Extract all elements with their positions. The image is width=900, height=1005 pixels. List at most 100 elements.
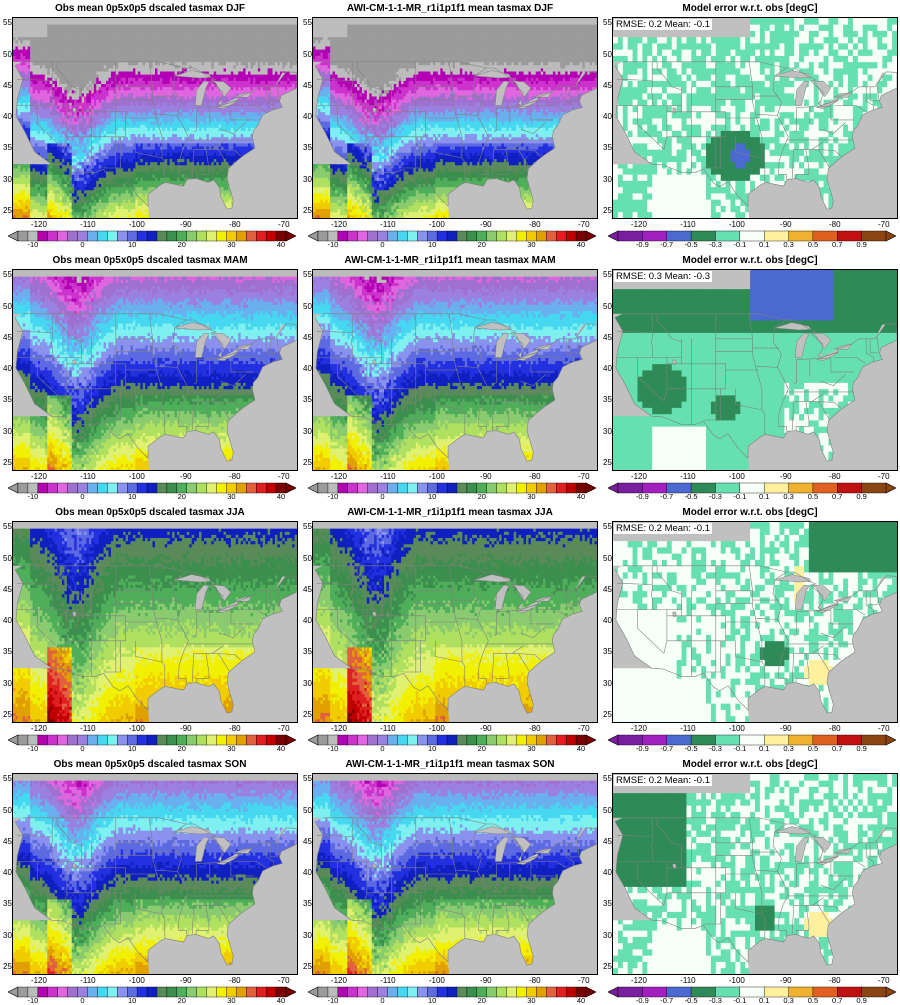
lat-tick-label: 35 bbox=[603, 899, 612, 908]
colorbar bbox=[8, 986, 296, 998]
colorbar-segment bbox=[187, 231, 197, 241]
lat-tick-label: 55 bbox=[3, 270, 12, 279]
colorbar-segment bbox=[566, 735, 576, 745]
colorbar-segment bbox=[58, 231, 68, 241]
lon-tick-label: -90 bbox=[180, 220, 192, 229]
lat-tick-label: 25 bbox=[3, 962, 12, 971]
colorbar-segment bbox=[117, 987, 127, 997]
lat-tick-label: 25 bbox=[303, 710, 312, 719]
colorbar-segment bbox=[338, 735, 348, 745]
colorbar-segment bbox=[397, 483, 407, 493]
colorbar-segment bbox=[217, 231, 227, 241]
colorbar-segment bbox=[358, 735, 368, 745]
lon-tick-label: -90 bbox=[180, 724, 192, 733]
colorbar-segment bbox=[566, 231, 576, 241]
lon-tick-label: -70 bbox=[578, 472, 590, 481]
colorbar-segment bbox=[447, 483, 457, 493]
lon-tick-label: -120 bbox=[31, 472, 47, 481]
colorbar-label: 30 bbox=[227, 996, 235, 1005]
colorbar-segment bbox=[407, 735, 417, 745]
colorbar-segment bbox=[97, 483, 107, 493]
lon-tick-label: -70 bbox=[878, 472, 890, 481]
colorbar-label: 30 bbox=[527, 492, 535, 501]
colorbar-segment bbox=[556, 483, 566, 493]
panel-title: AWI-CM-1-1-MR_r1i1p1f1 mean tasmax MAM bbox=[302, 255, 598, 266]
lon-tick-label: -70 bbox=[578, 220, 590, 229]
lon-tick-label: -110 bbox=[680, 220, 695, 229]
colorbar-label: 40 bbox=[277, 240, 285, 249]
colorbar-label: -0.7 bbox=[660, 240, 673, 249]
lat-tick-label: 30 bbox=[303, 427, 312, 436]
colorbar-segment bbox=[407, 483, 417, 493]
map-svg bbox=[13, 774, 297, 974]
lat-tick-label: 45 bbox=[3, 585, 12, 594]
lat-tick-label: 35 bbox=[303, 143, 312, 152]
colorbar-segment bbox=[48, 987, 58, 997]
colorbar-segment bbox=[246, 231, 256, 241]
lon-tick-label: -70 bbox=[878, 976, 890, 985]
colorbar-segment bbox=[368, 483, 378, 493]
colorbar-segment bbox=[457, 735, 467, 745]
panel-title: Model error w.r.t. obs [degC] bbox=[602, 3, 898, 14]
colorbar bbox=[608, 482, 896, 494]
lat-tick-label: 50 bbox=[303, 806, 312, 815]
colorbar-segment bbox=[546, 231, 556, 241]
colorbar-segment bbox=[338, 231, 348, 241]
lon-tick-label: -110 bbox=[80, 976, 95, 985]
colorbar-segment bbox=[207, 231, 217, 241]
colorbar bbox=[608, 986, 896, 998]
lon-tick-label: -90 bbox=[480, 220, 492, 229]
colorbar-label: -0.1 bbox=[733, 996, 746, 1005]
colorbar-segment bbox=[497, 231, 507, 241]
map-svg bbox=[313, 270, 597, 470]
colorbar-label: -10 bbox=[27, 744, 38, 753]
lat-tick-label: 45 bbox=[603, 585, 612, 594]
colorbar-segment bbox=[266, 987, 276, 997]
colorbar-label: 0 bbox=[380, 240, 384, 249]
colorbar bbox=[308, 986, 596, 998]
lat-tick-label: 25 bbox=[303, 206, 312, 215]
colorbar-segment bbox=[407, 231, 417, 241]
colorbar-segment bbox=[87, 483, 97, 493]
lat-tick-label: 35 bbox=[303, 647, 312, 656]
colorbar-segment bbox=[107, 735, 117, 745]
colorbar-segment bbox=[117, 231, 127, 241]
colorbar-segment bbox=[117, 735, 127, 745]
lon-tick-label: -80 bbox=[229, 724, 241, 733]
map-area: RMSE: 0.2 Mean: -0.1 bbox=[612, 773, 898, 975]
colorbar-segment bbox=[97, 987, 107, 997]
colorbar-label: -0.9 bbox=[636, 996, 649, 1005]
colorbar-segment bbox=[497, 987, 507, 997]
colorbar-label: 0.7 bbox=[832, 492, 842, 501]
colorbar-segment bbox=[556, 231, 566, 241]
lon-tick-label: -120 bbox=[631, 220, 647, 229]
lat-tick-label: 55 bbox=[603, 18, 612, 27]
colorbar-segment bbox=[167, 483, 177, 493]
colorbar-segment bbox=[217, 735, 227, 745]
lat-tick-label: 25 bbox=[303, 962, 312, 971]
lon-tick-label: -80 bbox=[829, 220, 841, 229]
map-svg bbox=[13, 270, 297, 470]
colorbar-label: 30 bbox=[227, 492, 235, 501]
colorbar-segment bbox=[397, 735, 407, 745]
colorbar-segment bbox=[447, 987, 457, 997]
colorbar-label: 20 bbox=[478, 996, 486, 1005]
lon-tick-label: -120 bbox=[31, 724, 47, 733]
lon-tick-label: -120 bbox=[631, 472, 647, 481]
colorbar-label: -0.3 bbox=[709, 744, 722, 753]
lon-tick-label: -70 bbox=[278, 220, 290, 229]
colorbar-segment bbox=[147, 987, 157, 997]
colorbar-label: 0.1 bbox=[759, 240, 769, 249]
colorbar-segment bbox=[437, 987, 447, 997]
colorbar-segment bbox=[207, 483, 217, 493]
colorbar-segment bbox=[556, 735, 566, 745]
panel-title: Obs mean 0p5x0p5 dscaled tasmax MAM bbox=[2, 255, 298, 266]
map-panel: Model error w.r.t. obs [degC]RMSE: 0.3 M… bbox=[602, 252, 898, 500]
lon-tick-label: -100 bbox=[729, 976, 745, 985]
lon-tick-label: -120 bbox=[331, 472, 347, 481]
lon-tick-label: -90 bbox=[780, 472, 792, 481]
colorbar-label: 10 bbox=[428, 744, 436, 753]
lon-tick-label: -110 bbox=[680, 724, 695, 733]
colorbar-label: 0 bbox=[80, 744, 84, 753]
